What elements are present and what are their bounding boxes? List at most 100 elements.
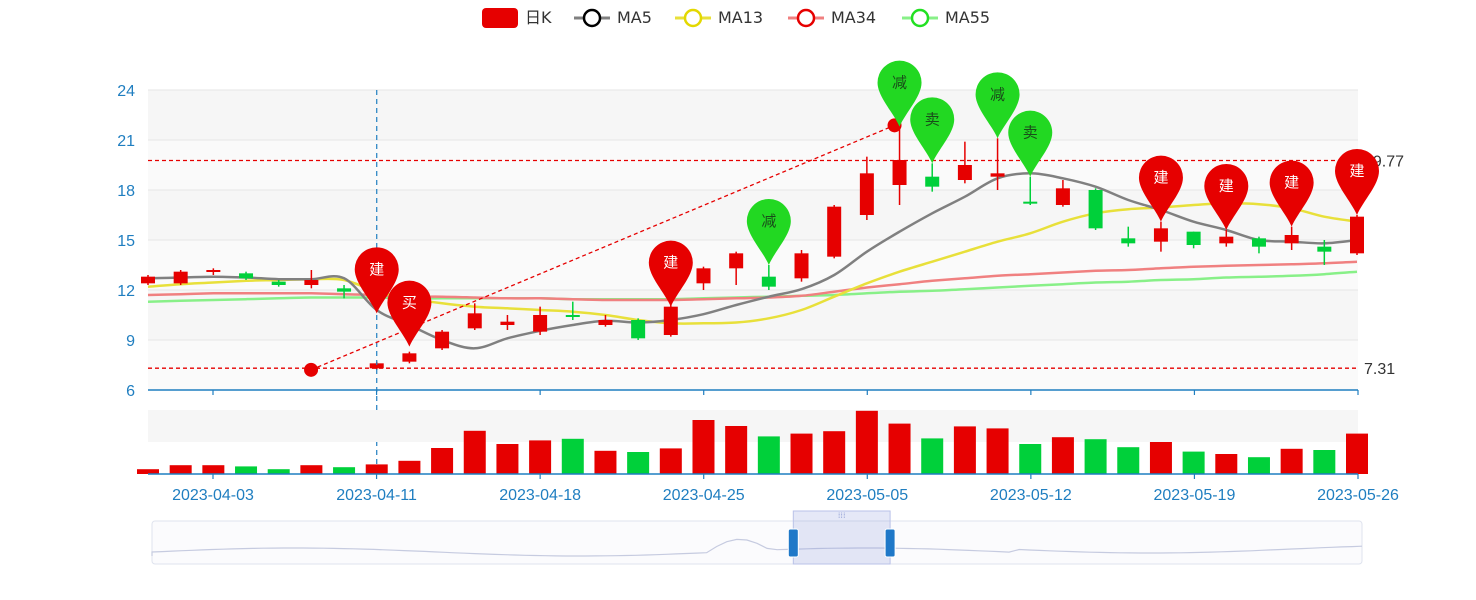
marker-label: 卖 (925, 110, 940, 128)
datazoom-preview-line (151, 538, 1363, 557)
volume-bar (1313, 450, 1336, 474)
candle-body (729, 253, 744, 269)
y-tick-label: 15 (117, 233, 135, 250)
volume-bar (921, 438, 944, 474)
buy-marker-pin (648, 240, 693, 307)
candlestick-series (141, 126, 1364, 370)
datazoom-end-handle[interactable] (884, 528, 896, 558)
marker-label: 建 (663, 254, 678, 272)
candle-body (467, 313, 482, 329)
volume-bar (1051, 437, 1074, 474)
candle-body (598, 320, 613, 325)
volume-bar (986, 428, 1009, 474)
volume-bar (594, 450, 617, 474)
y-tick-label: 18 (117, 183, 135, 200)
datazoom-window (792, 510, 891, 565)
datazoom-grip-icon: ⁞⁞⁞ (838, 511, 846, 520)
volume-grid-band (148, 410, 1358, 442)
candle-body (663, 306, 678, 335)
marker-label: 建 (1284, 174, 1299, 192)
datazoom-slider[interactable]: ⁞⁞⁞ (151, 510, 1363, 565)
volume-bar (790, 433, 813, 474)
marker-label: 减 (990, 85, 1005, 103)
candle-body (990, 173, 1005, 177)
y-axis: 6 9 12 15 18 21 24 (117, 83, 1358, 400)
volume-bar (953, 426, 976, 474)
candle-body (1350, 216, 1364, 254)
candle-body (859, 173, 874, 215)
legend-swatch-marker (683, 8, 703, 28)
candle-body (1153, 228, 1168, 242)
buy-marker-pin (1335, 149, 1379, 215)
candle-body (533, 315, 548, 332)
volume-bar (398, 460, 421, 474)
buy-marker-pin (1138, 155, 1183, 222)
main-plot-grid (148, 89, 1358, 391)
volume-bar (235, 466, 258, 474)
y-tick-label: 9 (126, 333, 135, 350)
volume-bar (1247, 457, 1270, 474)
buy-marker-pin (1204, 164, 1249, 230)
y-tick-label: 21 (117, 133, 135, 150)
candle-body (271, 281, 286, 285)
volume-bar (823, 431, 846, 474)
marker-label: 建 (1219, 177, 1234, 195)
candle-body (1186, 231, 1201, 245)
datazoom-start-handle[interactable] (787, 528, 799, 558)
volume-bar (529, 440, 552, 474)
marker-label: 卖 (1023, 124, 1038, 142)
candle-body (239, 273, 254, 279)
x-tick-label: 2023-04-18 (499, 487, 581, 504)
candle-body (402, 353, 417, 362)
candle-body (173, 271, 188, 284)
candle-body (435, 331, 450, 349)
trade-markers: 建买建减减卖减卖建建建建 (354, 60, 1379, 347)
sell-marker-pin (975, 72, 1020, 139)
volume-bar (202, 465, 225, 474)
x-axis: 2023-04-03 2023-04-11 2023-04-18 2023-04-25… (148, 390, 1399, 504)
legend-label: 日K (525, 8, 552, 27)
legend: 日K MA5 MA13 MA34 MA55 (482, 8, 990, 28)
candle-body (304, 280, 319, 285)
volume-series (137, 410, 1368, 474)
volume-bar (333, 467, 356, 474)
candle-body (957, 165, 972, 180)
reference-line-label: 7.31 (1364, 361, 1395, 378)
volume-bar (1346, 433, 1368, 474)
volume-bar (1117, 447, 1140, 474)
buy-marker-pin (1269, 160, 1314, 227)
grid-band (148, 90, 1358, 140)
volume-bar (300, 465, 323, 474)
y-tick-label: 12 (117, 283, 135, 300)
candle-body (761, 276, 776, 287)
volume-bar (1019, 444, 1042, 474)
volume-bar (1215, 454, 1238, 474)
volume-bar (627, 452, 650, 474)
candle-body (1317, 246, 1332, 252)
ma34-line (147, 260, 1358, 302)
marker-label: 减 (761, 212, 776, 230)
candle-body (892, 160, 907, 185)
x-tick-label: 2023-04-25 (663, 487, 745, 504)
volume-bar (659, 448, 682, 474)
marker-label: 买 (402, 294, 417, 312)
volume-bar (855, 410, 878, 474)
sell-marker-pin (877, 60, 922, 127)
legend-swatch-marker (910, 8, 930, 28)
legend-label: MA5 (617, 8, 652, 27)
candle-body (1251, 238, 1266, 247)
x-tick-label: 2023-05-26 (1317, 487, 1399, 504)
candle-body (1055, 188, 1070, 205)
volume-bar (169, 465, 192, 474)
legend-label: MA13 (718, 8, 763, 27)
candle-body (500, 321, 515, 325)
sell-marker-pin (1008, 110, 1053, 177)
volume-bar (725, 426, 748, 474)
grid-band (148, 340, 1358, 390)
legend-label: MA55 (945, 8, 990, 27)
x-tick-label: 2023-05-05 (826, 487, 908, 504)
volume-bar (1149, 442, 1172, 474)
candle-body (369, 363, 384, 369)
candle-body (827, 206, 842, 257)
